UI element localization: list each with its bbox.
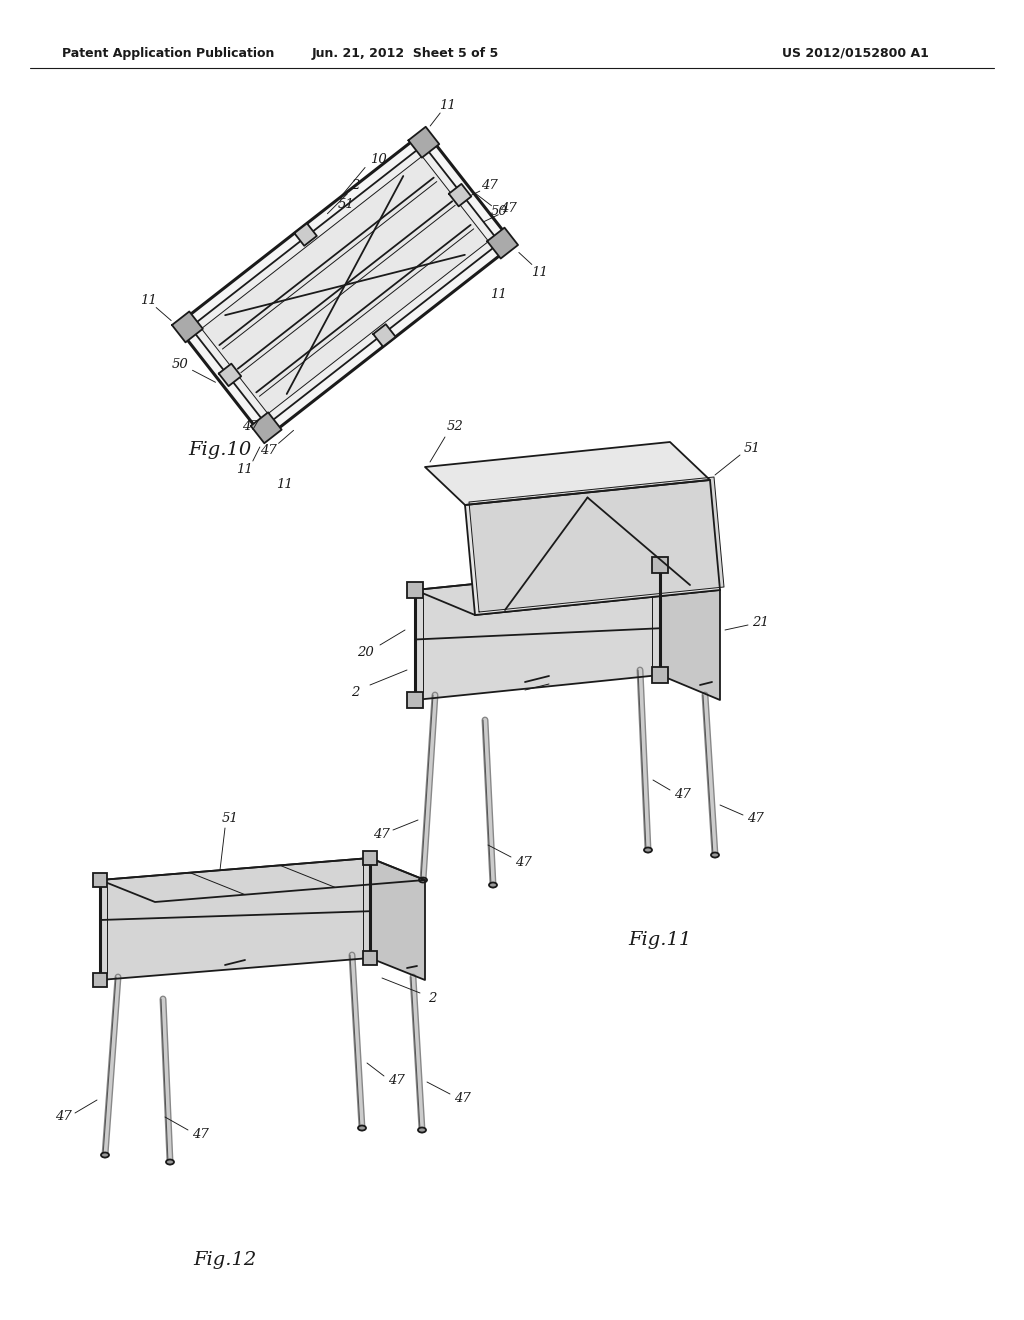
Ellipse shape	[644, 847, 652, 853]
Polygon shape	[465, 480, 720, 615]
Ellipse shape	[418, 1127, 426, 1133]
Ellipse shape	[101, 1152, 109, 1158]
Ellipse shape	[711, 853, 719, 858]
Text: Fig.10: Fig.10	[188, 441, 252, 459]
Text: 11: 11	[276, 478, 293, 491]
Polygon shape	[415, 565, 720, 615]
Polygon shape	[202, 156, 488, 413]
Text: 47: 47	[481, 178, 499, 191]
Text: 10: 10	[370, 153, 386, 166]
Text: 47: 47	[191, 1127, 208, 1140]
Text: 2: 2	[351, 180, 359, 193]
Text: 47: 47	[388, 1073, 404, 1086]
Text: 2: 2	[351, 685, 359, 698]
Text: 50: 50	[172, 358, 188, 371]
Ellipse shape	[166, 1159, 174, 1164]
Text: 51: 51	[743, 441, 761, 454]
Text: 11: 11	[439, 99, 456, 112]
Bar	[407, 582, 423, 598]
Text: Patent Application Publication: Patent Application Publication	[62, 46, 274, 59]
Text: 47: 47	[54, 1110, 72, 1123]
Text: Jun. 21, 2012  Sheet 5 of 5: Jun. 21, 2012 Sheet 5 of 5	[311, 46, 499, 59]
Polygon shape	[425, 442, 710, 506]
Text: 11: 11	[490, 288, 507, 301]
Polygon shape	[172, 312, 203, 342]
Ellipse shape	[419, 878, 427, 883]
Polygon shape	[100, 858, 425, 902]
Polygon shape	[469, 477, 724, 612]
Bar	[652, 557, 668, 573]
Polygon shape	[251, 412, 282, 444]
Text: 47: 47	[260, 444, 276, 457]
Ellipse shape	[358, 1126, 366, 1130]
Bar	[652, 667, 668, 682]
Polygon shape	[100, 858, 370, 979]
Polygon shape	[415, 565, 660, 700]
Bar	[407, 692, 423, 708]
Polygon shape	[449, 183, 471, 206]
Bar	[362, 851, 377, 865]
Text: 47: 47	[242, 420, 258, 433]
Text: 50: 50	[492, 205, 508, 218]
Polygon shape	[409, 127, 439, 157]
Polygon shape	[294, 223, 316, 246]
Text: 20: 20	[356, 645, 374, 659]
Polygon shape	[487, 227, 518, 259]
Text: 47: 47	[454, 1092, 470, 1105]
Bar	[362, 950, 377, 965]
Polygon shape	[370, 858, 425, 979]
Text: US 2012/0152800 A1: US 2012/0152800 A1	[781, 46, 929, 59]
Text: 11: 11	[237, 462, 253, 475]
Text: 11: 11	[140, 294, 157, 308]
Text: Fig.12: Fig.12	[194, 1251, 257, 1269]
Polygon shape	[660, 565, 720, 700]
Ellipse shape	[489, 883, 497, 887]
Polygon shape	[373, 325, 395, 347]
Polygon shape	[176, 131, 514, 440]
Text: 47: 47	[674, 788, 690, 800]
Bar	[93, 973, 106, 987]
Polygon shape	[190, 145, 500, 425]
Text: 47: 47	[515, 857, 531, 870]
Text: 47: 47	[746, 813, 763, 825]
Text: 47: 47	[373, 828, 389, 841]
Text: 11: 11	[531, 265, 548, 279]
Bar	[93, 873, 106, 887]
Text: Fig.11: Fig.11	[629, 931, 691, 949]
Text: 52: 52	[446, 421, 464, 433]
Text: 2: 2	[428, 991, 436, 1005]
Polygon shape	[219, 363, 242, 387]
Text: 21: 21	[752, 616, 768, 630]
Text: 51: 51	[221, 812, 239, 825]
Text: 47: 47	[500, 202, 517, 215]
Text: 51: 51	[338, 198, 354, 211]
